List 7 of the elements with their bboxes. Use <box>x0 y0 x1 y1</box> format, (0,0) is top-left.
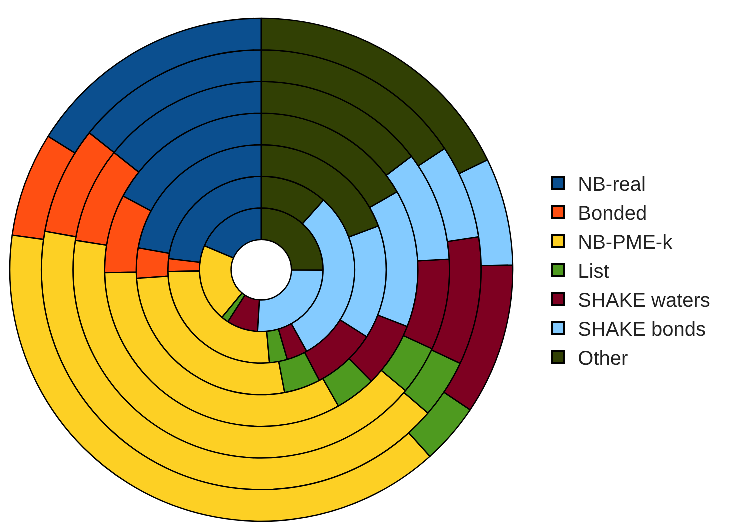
legend-label: SHAKE bonds <box>578 318 706 341</box>
legend-label: NB-real <box>578 174 646 196</box>
legend-label: Other <box>578 348 629 370</box>
legend-label: NB-PME-k <box>578 232 674 254</box>
legend-label: Bonded <box>578 202 648 225</box>
legend-label: SHAKE waters <box>578 290 710 312</box>
legend-label: List <box>578 260 610 283</box>
